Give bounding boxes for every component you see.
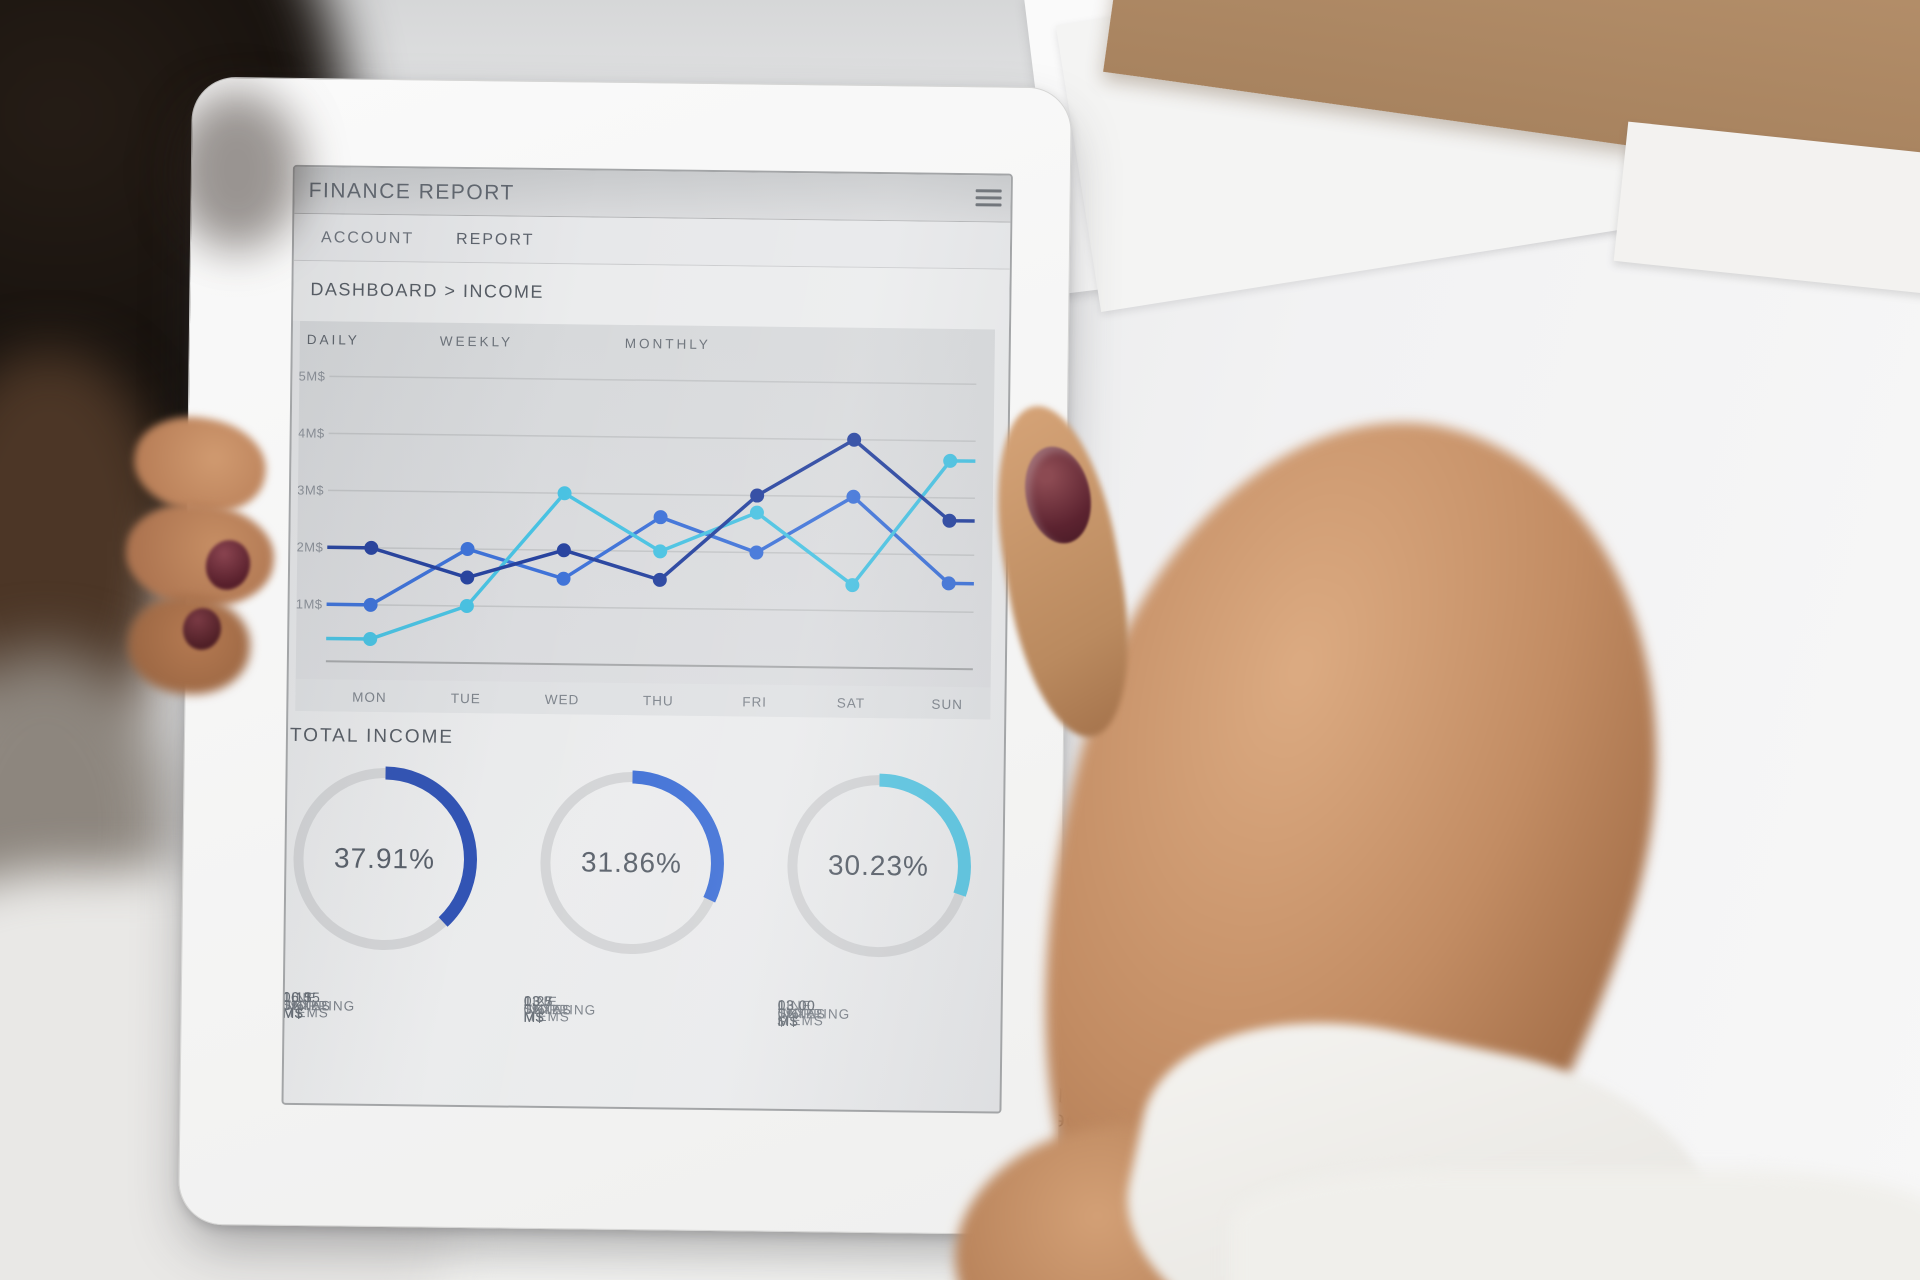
donut-chart: 37.91% <box>288 763 480 955</box>
x-axis-line <box>325 660 973 671</box>
total-income-heading: TOTAL INCOME <box>289 724 455 748</box>
gridline <box>328 432 976 442</box>
period-tab-weekly[interactable]: WEEKLY <box>439 333 514 350</box>
income-table: LINE ITEMS 16.15 M$ SHIPPING 0.15 M$ TAX… <box>283 989 467 1021</box>
y-tick-label: 3M$ <box>297 482 324 497</box>
breadcrumb[interactable]: DASHBOARD > INCOME <box>310 279 545 302</box>
app-title: FINANCE REPORT <box>308 179 515 205</box>
period-tab-daily[interactable]: DAILY <box>306 332 360 348</box>
shirt-sleeve <box>1230 1170 1920 1280</box>
series-dark-blue-point <box>750 488 765 503</box>
donut-percent: 30.23% <box>827 849 930 882</box>
series-blue-point <box>653 510 668 525</box>
gridline <box>327 489 975 499</box>
gridline <box>329 375 977 385</box>
donut-chart: 31.86% <box>535 767 727 959</box>
series-cyan-point <box>363 632 378 647</box>
x-tick-label: THU <box>643 693 674 708</box>
donut-chart: 30.23% <box>782 770 974 962</box>
series-blue-point <box>941 576 956 591</box>
hamburger-menu-icon[interactable] <box>975 189 1002 209</box>
x-tick-label: SUN <box>931 697 963 712</box>
tab-account[interactable]: ACCOUNT <box>320 229 415 248</box>
tablet-screen: FINANCE REPORT ACCOUNT REPORT DASHBOARD … <box>281 164 1013 1114</box>
x-tick-label: TUE <box>451 691 481 706</box>
x-tick-label: SAT <box>837 696 865 711</box>
series-cyan-point <box>653 544 668 559</box>
tablet: FINANCE REPORT ACCOUNT REPORT DASHBOARD … <box>178 76 1072 1236</box>
y-tick-label: 4M$ <box>298 425 325 440</box>
donut-percent: 31.86% <box>580 846 683 879</box>
x-tick-label: FRI <box>742 694 767 709</box>
row-value: 13.00 M$ <box>777 996 816 1030</box>
series-blue-point <box>460 542 475 557</box>
gridline <box>326 603 974 613</box>
row-value: 16.3 M$ <box>282 988 313 1022</box>
series-blue-point <box>363 597 378 612</box>
series-blue-point <box>556 571 571 586</box>
series-cyan <box>326 459 976 641</box>
income-table: LINE ITEMS 13.00 M$ SHIPPING 0 $ TAXES 0… <box>777 997 962 1029</box>
donut-arc <box>785 773 971 959</box>
blur-bleed <box>172 90 302 250</box>
series-dark-blue-point <box>460 570 475 585</box>
x-tick-label: MON <box>352 690 387 705</box>
period-tab-monthly[interactable]: MONTHLY <box>624 335 711 352</box>
series-dark-blue-point <box>847 432 862 447</box>
series-dark-blue-point <box>364 540 379 555</box>
series-cyan-point <box>845 578 860 593</box>
series-dark-blue-point <box>942 513 957 528</box>
series-dark-blue-point <box>556 543 571 558</box>
series-dark-blue-point <box>652 572 667 587</box>
income-line-chart: 5M$ 4M$ 3M$ 2M$ 1M$ MON TUE WED THU FRI SAT SUN <box>295 368 991 720</box>
series-dark-blue <box>327 437 975 582</box>
x-axis-strip <box>295 678 991 720</box>
series-blue-point <box>749 545 764 560</box>
income-chart-panel: DAILY WEEKLY MONTHLY 5M$ 4M$ 3M$ 2M$ 1M$ MON T… <box>295 320 996 720</box>
gridline <box>327 546 975 556</box>
series-blue-point <box>846 489 861 504</box>
series-cyan-point <box>459 599 474 614</box>
breadcrumb-bar: DASHBOARD > INCOME <box>293 260 1013 330</box>
income-table: LINE ITEMS 13.5 M$ SHIPPING 0.2 M$ TAXES… <box>523 993 708 1025</box>
donut-percent: 37.91% <box>333 842 436 875</box>
series-cyan-point <box>943 453 958 468</box>
row-value: 13.7 M$ <box>523 992 554 1025</box>
y-tick-label: 5M$ <box>298 368 325 383</box>
x-tick-label: WED <box>545 692 580 707</box>
series-cyan-point <box>749 505 764 520</box>
y-tick-label: 1M$ <box>296 596 323 611</box>
y-tick-label: 2M$ <box>296 539 323 554</box>
tab-report[interactable]: REPORT <box>455 230 535 249</box>
series-cyan-point <box>557 486 572 501</box>
